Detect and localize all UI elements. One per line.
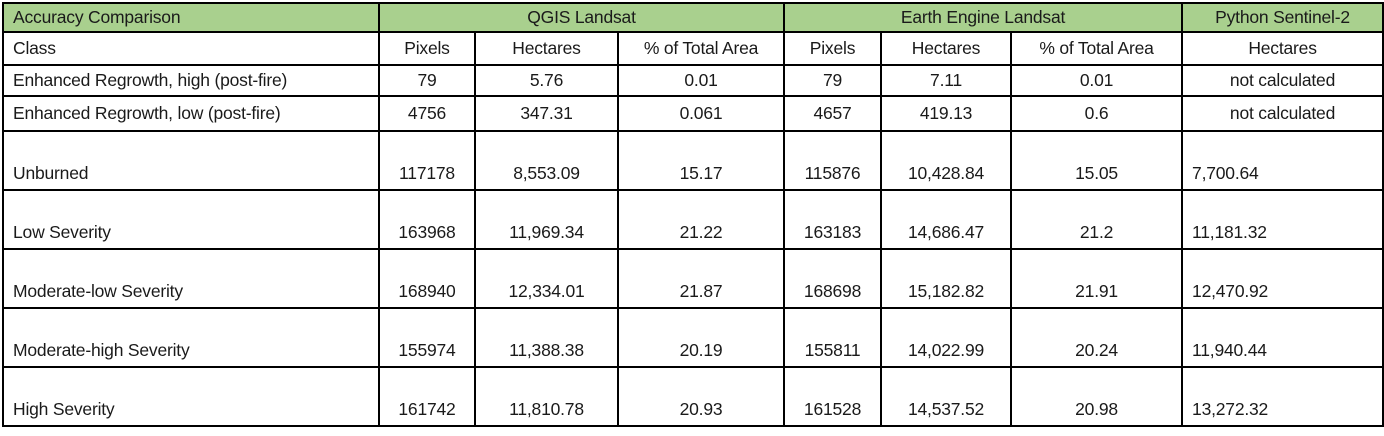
column-header-qgis-pixels: Pixels [378,31,476,66]
cell-ee-hectares: 14,022.99 [880,307,1013,368]
cell-ee-pixels: 163183 [783,189,883,250]
cell-s2-hectares: 12,470.92 [1181,248,1384,309]
cell-ee-pixels: 115876 [783,130,883,191]
cell-qgis-hectares: 11,810.78 [474,366,619,427]
cell-ee-pct: 21.91 [1010,248,1184,309]
table-row: Moderate-high Severity 155974 11,388.38 … [2,307,1384,368]
cell-ee-hectares: 7.11 [880,64,1013,97]
column-header-s2-hectares: Hectares [1181,31,1384,66]
cell-ee-pct: 0.6 [1010,95,1184,132]
cell-qgis-pixels: 163968 [378,189,476,250]
cell-s2-hectares: 13,272.32 [1181,366,1384,427]
cell-class: Enhanced Regrowth, high (post-fire) [2,64,380,97]
cell-qgis-hectares: 347.31 [474,95,619,132]
group-header-python-sentinel-2: Python Sentinel-2 [1181,2,1384,33]
cell-ee-pixels: 4657 [783,95,883,132]
accuracy-comparison-table: Accuracy Comparison QGIS Landsat Earth E… [2,2,1384,427]
column-header-class: Class [2,31,380,66]
cell-ee-hectares: 14,537.52 [880,366,1013,427]
cell-qgis-pct: 20.19 [616,307,786,368]
cell-ee-pct: 20.98 [1010,366,1184,427]
cell-ee-hectares: 14,686.47 [880,189,1013,250]
cell-ee-hectares: 15,182.82 [880,248,1013,309]
cell-class: Moderate-low Severity [2,248,380,309]
table-row: Moderate-low Severity 168940 12,334.01 2… [2,248,1384,309]
cell-qgis-pct: 0.01 [616,64,786,97]
accuracy-comparison-table-container: Accuracy Comparison QGIS Landsat Earth E… [2,2,1384,427]
cell-qgis-pct: 0.061 [616,95,786,132]
cell-qgis-pixels: 161742 [378,366,476,427]
cell-qgis-pct: 21.87 [616,248,786,309]
cell-s2-hectares: 11,940.44 [1181,307,1384,368]
cell-s2-hectares: not calculated [1181,64,1384,97]
group-header-qgis-landsat: QGIS Landsat [377,2,786,33]
cell-qgis-pct: 21.22 [616,189,786,250]
cell-qgis-hectares: 11,969.34 [474,189,619,250]
cell-qgis-pixels: 79 [378,64,476,97]
cell-qgis-hectares: 11,388.38 [474,307,619,368]
cell-ee-pixels: 168698 [783,248,883,309]
cell-qgis-hectares: 12,334.01 [474,248,619,309]
cell-class: High Severity [2,366,380,427]
cell-s2-hectares: 11,181.32 [1181,189,1384,250]
column-header-ee-pct: % of Total Area [1010,31,1184,66]
column-header-qgis-pct: % of Total Area [616,31,786,66]
group-header-earth-engine-landsat: Earth Engine Landsat [783,2,1184,33]
column-header-ee-pixels: Pixels [783,31,883,66]
table-title: Accuracy Comparison [2,2,380,33]
group-header-row: Accuracy Comparison QGIS Landsat Earth E… [2,2,1384,33]
cell-ee-pct: 15.05 [1010,130,1184,191]
cell-class: Unburned [2,130,380,191]
cell-class: Enhanced Regrowth, low (post-fire) [2,95,380,132]
cell-class: Moderate-high Severity [2,307,380,368]
cell-ee-pixels: 155811 [783,307,883,368]
cell-ee-pixels: 161528 [783,366,883,427]
cell-qgis-pixels: 117178 [378,130,476,191]
column-header-row: Class Pixels Hectares % of Total Area Pi… [2,31,1384,66]
cell-qgis-pixels: 155974 [378,307,476,368]
table-row: Unburned 117178 8,553.09 15.17 115876 10… [2,130,1384,191]
cell-s2-hectares: not calculated [1181,95,1384,132]
cell-qgis-hectares: 5.76 [474,64,619,97]
cell-s2-hectares: 7,700.64 [1181,130,1384,191]
table-row: Enhanced Regrowth, high (post-fire) 79 5… [2,64,1384,97]
cell-ee-pct: 0.01 [1010,64,1184,97]
cell-qgis-pct: 15.17 [616,130,786,191]
table-row: High Severity 161742 11,810.78 20.93 161… [2,366,1384,427]
cell-qgis-pixels: 4756 [378,95,476,132]
cell-class: Low Severity [2,189,380,250]
column-header-qgis-hectares: Hectares [474,31,619,66]
cell-ee-pct: 20.24 [1010,307,1184,368]
table-row: Low Severity 163968 11,969.34 21.22 1631… [2,189,1384,250]
cell-qgis-hectares: 8,553.09 [474,130,619,191]
column-header-ee-hectares: Hectares [880,31,1013,66]
cell-ee-hectares: 10,428.84 [880,130,1013,191]
table-row: Enhanced Regrowth, low (post-fire) 4756 … [2,95,1384,132]
cell-qgis-pixels: 168940 [378,248,476,309]
cell-ee-hectares: 419.13 [880,95,1013,132]
cell-ee-pct: 21.2 [1010,189,1184,250]
cell-ee-pixels: 79 [783,64,883,97]
cell-qgis-pct: 20.93 [616,366,786,427]
